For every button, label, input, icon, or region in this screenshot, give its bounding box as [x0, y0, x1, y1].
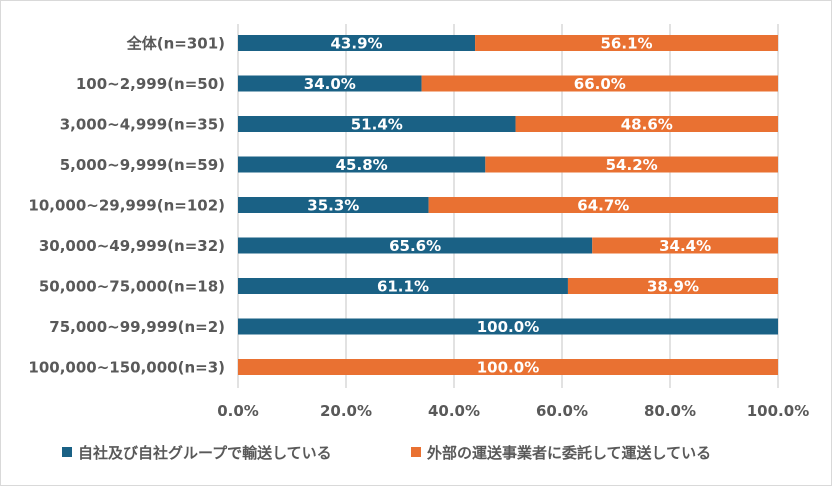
data-label: 66.0%: [574, 75, 626, 93]
x-tick-label: 100.0%: [747, 402, 809, 420]
bar-segment: [567, 278, 778, 294]
data-label: 56.1%: [601, 35, 653, 53]
legend-swatch-outsourced: [411, 447, 421, 457]
data-label: 64.7%: [577, 197, 629, 215]
category-label: 100~2,999(n=50): [76, 75, 225, 93]
bar-segment: [238, 278, 568, 294]
bar-segment: [421, 75, 778, 92]
x-tick-label: 80.0%: [644, 402, 696, 420]
category-label: 100,000~150,000(n=3): [28, 359, 225, 377]
category-label: 75,000~99,999(n=2): [49, 318, 225, 336]
category-labels: 全体(n=301) 100~2,999(n=50) 3,000~4,999(n=35…: [28, 35, 225, 377]
category-label: 50,000~75,000(n=18): [39, 278, 225, 296]
bar-segment: [238, 35, 476, 51]
data-label: 34.0%: [304, 75, 356, 93]
data-label: 38.9%: [647, 278, 699, 296]
category-label: 10,000~29,999(n=102): [28, 197, 225, 215]
bar-segment: [238, 318, 778, 335]
bar-segment: [238, 75, 422, 92]
category-label: 全体(n=301): [126, 35, 225, 53]
legend-swatch-own: [62, 447, 72, 457]
legend-label-own: 自社及び自社グループで輸送している: [78, 444, 332, 462]
data-label: 100.0%: [477, 318, 539, 336]
data-label: 65.6%: [389, 237, 441, 255]
bar-segment: [238, 359, 778, 375]
x-axis-ticks: 0.0% 20.0% 40.0% 60.0% 80.0% 100.0%: [217, 402, 809, 420]
x-tick-label: 40.0%: [428, 402, 480, 420]
bar-segment: [515, 116, 778, 132]
bar-segment: [475, 35, 778, 51]
data-label: 45.8%: [336, 156, 388, 174]
data-label: 34.4%: [659, 237, 711, 255]
bar-segment: [238, 237, 593, 254]
bar-segment: [592, 237, 778, 254]
category-label: 30,000~49,999(n=32): [39, 237, 225, 255]
bar-segment: [485, 156, 778, 173]
data-label: 100.0%: [477, 359, 539, 377]
bar-segment: [428, 197, 778, 213]
bar-segment: [238, 156, 486, 173]
data-label: 35.3%: [307, 197, 359, 215]
category-label: 5,000~9,999(n=59): [60, 156, 225, 174]
bars: 43.9% 56.1% 34.0% 66.0% 51.4% 48.6% 45.8% 54.2%…: [238, 35, 778, 377]
data-label: 43.9%: [331, 35, 383, 53]
bar-segment: [238, 116, 516, 132]
data-label: 54.2%: [606, 156, 658, 174]
data-label: 51.4%: [351, 116, 403, 134]
data-label: 48.6%: [621, 116, 673, 134]
legend: 自社及び自社グループで輸送している 外部の運送事業者に委託して運送している: [62, 444, 711, 462]
x-tick-label: 60.0%: [536, 402, 588, 420]
x-tick-label: 20.0%: [320, 402, 372, 420]
legend-label-outsourced: 外部の運送事業者に委託して運送している: [426, 444, 711, 462]
category-label: 3,000~4,999(n=35): [60, 116, 225, 134]
data-label: 61.1%: [377, 278, 429, 296]
x-tick-label: 0.0%: [217, 402, 259, 420]
bar-segment: [238, 197, 429, 213]
